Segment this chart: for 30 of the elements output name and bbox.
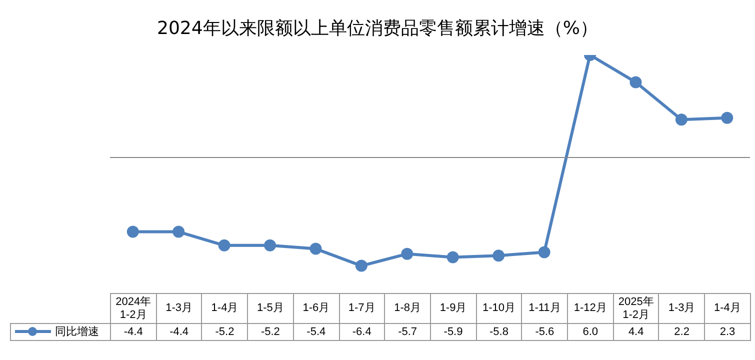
data-label: 6.0	[568, 324, 614, 340]
data-label: 2.3	[704, 324, 750, 340]
data-label: -5.2	[202, 324, 248, 340]
x-tick-label: 1-11月	[522, 294, 568, 324]
data-label: -4.4	[110, 324, 156, 340]
x-tick-label: 2024年 1-2月	[110, 294, 156, 324]
x-tick-label: 1-3月	[658, 294, 705, 324]
x-tick-label: 1-10月	[476, 294, 522, 324]
x-tick-label: 1-4月	[202, 294, 248, 324]
x-tick-label: 1-8月	[384, 294, 430, 324]
data-label: 2.2	[658, 324, 705, 340]
x-tick-label: 1-4月	[704, 294, 750, 324]
x-tick-label: 1-12月	[568, 294, 614, 324]
x-tick-label: 1-9月	[430, 294, 476, 324]
data-label: 4.4	[613, 324, 659, 340]
data-label: -6.4	[339, 324, 385, 340]
data-label: -4.4	[156, 324, 202, 340]
x-tick-label: 2025年 1-2月	[613, 294, 659, 324]
data-label: -5.7	[384, 324, 430, 340]
x-tick-label: 1-7月	[339, 294, 385, 324]
data-label: -5.2	[248, 324, 294, 340]
data-label: -5.4	[293, 324, 340, 340]
x-tick-label: 1-6月	[293, 294, 340, 324]
data-label: -5.8	[476, 324, 522, 340]
x-tick-label: 1-3月	[156, 294, 202, 324]
data-label: -5.9	[430, 324, 476, 340]
data-label: -5.6	[522, 324, 568, 340]
legend-label: 同比增速	[10, 324, 110, 340]
x-tick-label: 1-5月	[248, 294, 294, 324]
chart-title: 2024年以来限额以上单位消费品零售额累计增速（%）	[156, 17, 599, 40]
